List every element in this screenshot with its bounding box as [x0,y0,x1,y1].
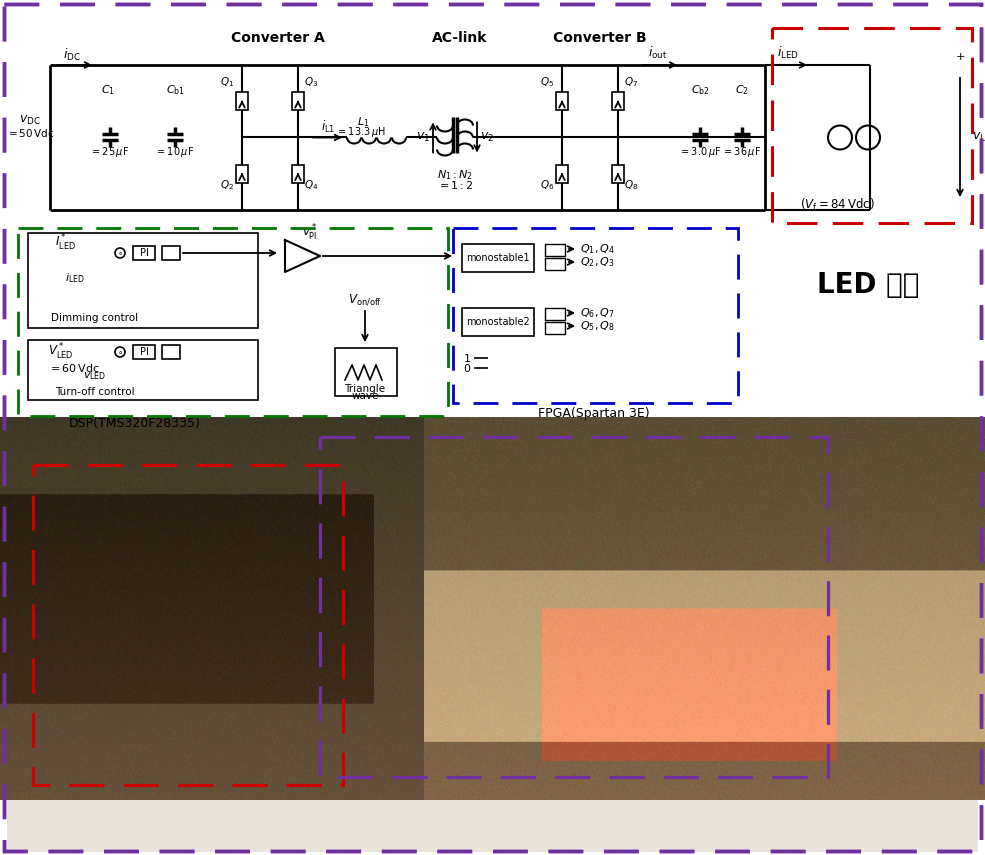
Text: $(V_{\rm f} = 84\,\rm Vdc)$: $(V_{\rm f} = 84\,\rm Vdc)$ [800,197,875,213]
Bar [162,246,180,260]
Text: $i_{\rm LED}$: $i_{\rm LED}$ [777,45,799,61]
Text: wave: wave [352,391,378,401]
Text: AC-link: AC-link [432,31,488,45]
Bar [7,800,978,852]
Bar [453,228,738,403]
Text: $v_2$: $v_2$ [480,131,494,144]
Text: $= 60\,\rm Vdc$: $= 60\,\rm Vdc$ [48,362,99,374]
Bar [162,345,180,359]
Text: $L_1$: $L_1$ [357,115,369,129]
Text: DSP(TMS320F28335): DSP(TMS320F28335) [69,416,201,429]
Text: $Q_3$: $Q_3$ [304,75,318,89]
Text: $i_{\rm L1}$: $i_{\rm L1}$ [321,119,335,135]
Circle shape [115,248,125,258]
Bar [545,322,565,334]
Text: $C_{\rm b2}$: $C_{\rm b2}$ [690,83,709,97]
Text: $Q_7$: $Q_7$ [624,75,638,89]
Bar [292,165,304,183]
Bar [28,233,258,328]
Bar [28,340,258,400]
Text: $= 13.3\,\mu$H: $= 13.3\,\mu$H [336,125,386,139]
Text: LED 照明: LED 照明 [100,809,230,843]
Text: $Q_6, Q_7$: $Q_6, Q_7$ [580,306,615,320]
Text: monostable1: monostable1 [466,253,530,263]
Text: $= 25\,\mu$F: $= 25\,\mu$F [91,145,130,159]
Text: $N_1{:}N_2$: $N_1{:}N_2$ [437,168,473,182]
Bar [133,246,155,260]
Text: $v^*_{\rm PI}$: $v^*_{\rm PI}$ [302,223,318,243]
Text: 開発したLED 照明用電源: 開発したLED 照明用電源 [432,809,707,843]
Text: Dimming control: Dimming control [51,313,139,323]
Bar [320,437,828,777]
Bar [236,92,248,110]
Text: $v_{\rm LED}$: $v_{\rm LED}$ [84,370,106,382]
Bar [133,345,155,359]
Text: $Q_8$: $Q_8$ [624,178,638,192]
Text: $I^*_{\rm LED}$: $I^*_{\rm LED}$ [55,233,76,253]
Bar [335,348,397,396]
Text: $+$: $+$ [954,51,965,62]
Text: $Q_5$: $Q_5$ [540,75,554,89]
Text: Converter A: Converter A [231,31,325,45]
Bar [292,92,304,110]
Text: $Q_1, Q_4$: $Q_1, Q_4$ [580,242,615,256]
Text: Turn-off control: Turn-off control [55,387,135,397]
Text: $i_{\rm DC}$: $i_{\rm DC}$ [63,47,81,63]
Text: $Q_2$: $Q_2$ [220,178,234,192]
Text: $C_2$: $C_2$ [735,83,749,97]
Text: $\circ$: $\circ$ [117,347,123,357]
Text: $i_{\rm out}$: $i_{\rm out}$ [648,45,668,61]
Bar [556,92,568,110]
Text: $Q_4$: $Q_4$ [304,178,318,192]
Text: $Q_2, Q_3$: $Q_2, Q_3$ [580,255,615,269]
Bar [612,92,624,110]
Bar [612,165,624,183]
Text: PI: PI [140,248,149,258]
Bar [462,244,534,272]
Bar [462,308,534,336]
Bar [545,244,565,256]
Text: $V_{\rm on/off}$: $V_{\rm on/off}$ [348,292,382,307]
Text: $= 3.0\,\mu$F: $= 3.0\,\mu$F [679,145,721,159]
Text: FPGA(Spartan 3E): FPGA(Spartan 3E) [538,406,650,420]
Text: monostable2: monostable2 [466,317,530,327]
Text: $Q_6$: $Q_6$ [540,178,554,192]
Bar [772,28,972,223]
Text: $C_1$: $C_1$ [101,83,115,97]
Text: Converter B: Converter B [554,31,647,45]
Bar [7,7,978,419]
Text: $= 10\,\mu$F: $= 10\,\mu$F [156,145,195,159]
Bar [33,465,343,785]
Bar [236,165,248,183]
Text: $Q_1$: $Q_1$ [220,75,234,89]
Text: $= 1{:}2$: $= 1{:}2$ [436,179,474,191]
Text: $= 36\,\mu$F: $= 36\,\mu$F [722,145,761,159]
Polygon shape [285,240,320,272]
Text: $i_{\rm LED}$: $i_{\rm LED}$ [65,271,85,285]
Text: $Q_5, Q_8$: $Q_5, Q_8$ [580,319,615,333]
Text: $0$: $0$ [463,362,471,374]
Text: $v_{\rm DC}$: $v_{\rm DC}$ [19,114,41,127]
Bar [556,165,568,183]
Text: $v_1$: $v_1$ [416,131,430,144]
Text: $v_{\rm LED}$: $v_{\rm LED}$ [972,131,985,144]
Text: $1$: $1$ [463,352,471,364]
Bar [545,308,565,320]
Text: $= 50\,\rm Vdc$: $= 50\,\rm Vdc$ [6,127,54,139]
Text: LED 照明: LED 照明 [817,271,919,299]
Circle shape [115,347,125,357]
Text: $\circ$: $\circ$ [117,249,123,257]
Bar [18,228,448,416]
Text: $C_{\rm b1}$: $C_{\rm b1}$ [165,83,184,97]
Text: PI: PI [140,347,149,357]
Bar [545,258,565,270]
Text: Triangle: Triangle [345,384,385,394]
Text: $V^*_{\rm LED}$: $V^*_{\rm LED}$ [48,342,74,362]
